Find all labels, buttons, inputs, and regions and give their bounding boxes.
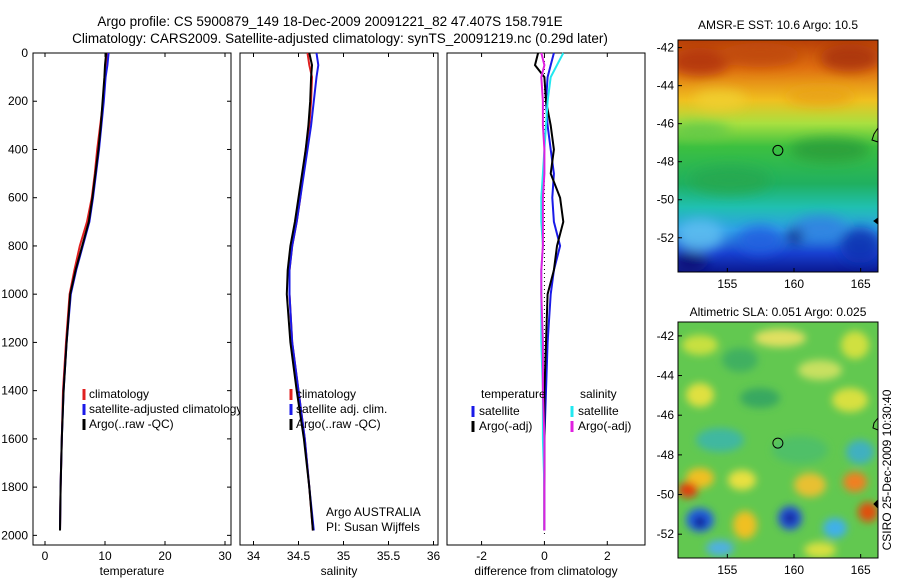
x-tick-label: 165 bbox=[851, 563, 871, 577]
series-line bbox=[285, 52, 314, 531]
sst-map-title: AMSR-E SST: 10.6 Argo: 10.5 bbox=[698, 18, 858, 32]
creation-stamp: CSIRO 25-Dec-2009 10:30:40 bbox=[880, 389, 894, 550]
y-tick-label: 0 bbox=[21, 46, 28, 60]
legend-label: Argo(-adj) bbox=[479, 419, 532, 433]
x-tick-label: 34 bbox=[247, 549, 261, 563]
y-tick-label: 400 bbox=[8, 142, 28, 156]
sla-map: Altimetric SLA: 0.051 Argo: 0.025 bbox=[657, 305, 879, 577]
plot-frame bbox=[239, 52, 439, 546]
y-tick-label: -50 bbox=[657, 488, 675, 502]
legend-label: satellite bbox=[578, 404, 619, 418]
y-tick-label: -44 bbox=[657, 369, 675, 383]
sst-map: AMSR-E SST: 10.6 Argo: 10.5 155 160 bbox=[657, 18, 879, 291]
y-tick-label: 1600 bbox=[1, 432, 28, 446]
y-tick-label: 1400 bbox=[1, 384, 28, 398]
y-tick-label: 1000 bbox=[1, 287, 28, 301]
x-axis-label: temperature bbox=[100, 564, 165, 578]
legend-label: satellite adj. clim. bbox=[296, 402, 387, 416]
y-tick-label: 800 bbox=[8, 239, 28, 253]
y-tick-label: 1800 bbox=[1, 480, 28, 494]
x-tick-label: 0 bbox=[42, 549, 49, 563]
x-tick-label: -2 bbox=[476, 549, 487, 563]
legend-label: Argo(..raw -QC) bbox=[89, 417, 174, 431]
x-tick-label: 160 bbox=[784, 563, 804, 577]
annotation-text: PI: Susan Wijffels bbox=[326, 520, 420, 534]
series-line bbox=[288, 52, 320, 531]
series-line bbox=[540, 52, 546, 531]
x-tick-label: 35 bbox=[337, 549, 351, 563]
annotation-text: Argo AUSTRALIA bbox=[326, 505, 421, 519]
y-tick-label: -50 bbox=[657, 193, 675, 207]
x-tick-label: 0 bbox=[541, 549, 548, 563]
y-tick-label: 1200 bbox=[1, 335, 28, 349]
x-tick-label: 36 bbox=[427, 549, 441, 563]
y-tick-label: -46 bbox=[657, 408, 675, 422]
series-line bbox=[543, 52, 562, 531]
y-tick-label: -44 bbox=[657, 79, 675, 93]
y-tick-label: -42 bbox=[657, 329, 675, 343]
y-tick-label: 200 bbox=[8, 94, 28, 108]
y-tick-label: 2000 bbox=[1, 528, 28, 542]
legend-label: Argo(-adj) bbox=[578, 419, 631, 433]
legend-heading: temperature bbox=[481, 387, 546, 401]
salinity-panel: 34 34.5 35 35.5 36 salinity climatologysatelli… bbox=[239, 52, 441, 578]
x-axis-label: salinity bbox=[321, 564, 358, 578]
legend-label: satellite-adjusted climatology bbox=[89, 402, 242, 416]
figure-title-line2: Climatology: CARS2009. Satellite-adjuste… bbox=[72, 31, 608, 46]
x-tick-label: 2 bbox=[604, 549, 611, 563]
y-tick-label: -52 bbox=[657, 231, 675, 245]
x-tick-label: 20 bbox=[158, 549, 172, 563]
sst-map-axes: 155 160 165 -42 -44 -46 -48 -50 -52 bbox=[657, 41, 871, 291]
sla-map-axes: 155 160 165 -42 -44 -46 -48 -50 -52 bbox=[657, 329, 871, 577]
x-tick-label: 165 bbox=[851, 277, 871, 291]
x-tick-label: 155 bbox=[717, 563, 737, 577]
legend-label: climatology bbox=[296, 387, 356, 401]
sla-map-title: Altimetric SLA: 0.051 Argo: 0.025 bbox=[690, 305, 867, 319]
figure-title-line1: Argo profile: CS 5900879_149 18-Dec-2009… bbox=[97, 14, 562, 29]
x-tick-label: 30 bbox=[218, 549, 232, 563]
x-tick-label: 155 bbox=[717, 277, 737, 291]
coastline bbox=[872, 417, 879, 431]
x-axis-label: difference from climatology bbox=[474, 564, 617, 578]
coastline bbox=[873, 499, 879, 509]
temperature-panel: 0 10 20 30 0 200 400 600 800 1000 1200 1400 1600 1800… bbox=[1, 46, 242, 578]
y-tick-label: -52 bbox=[657, 527, 675, 541]
y-tick-label: 600 bbox=[8, 191, 28, 205]
y-tick-label: -42 bbox=[657, 41, 675, 55]
coastline bbox=[873, 217, 879, 225]
y-tick-label: -46 bbox=[657, 117, 675, 131]
x-tick-label: 10 bbox=[98, 549, 112, 563]
coastline bbox=[871, 127, 879, 143]
x-tick-label: 35.5 bbox=[377, 549, 401, 563]
argo-location-marker bbox=[772, 437, 784, 449]
legend-label: climatology bbox=[89, 387, 149, 401]
series-line bbox=[59, 52, 108, 531]
y-tick-label: -48 bbox=[657, 155, 675, 169]
x-tick-label: 34.5 bbox=[287, 549, 311, 563]
plot-frame bbox=[32, 52, 232, 546]
argo-location-marker bbox=[772, 144, 784, 156]
y-tick-label: -48 bbox=[657, 448, 675, 462]
legend-label: satellite bbox=[479, 404, 520, 418]
x-tick-label: 160 bbox=[784, 277, 804, 291]
legend-label: Argo(..raw -QC) bbox=[296, 417, 381, 431]
legend-heading: salinity bbox=[580, 387, 617, 401]
